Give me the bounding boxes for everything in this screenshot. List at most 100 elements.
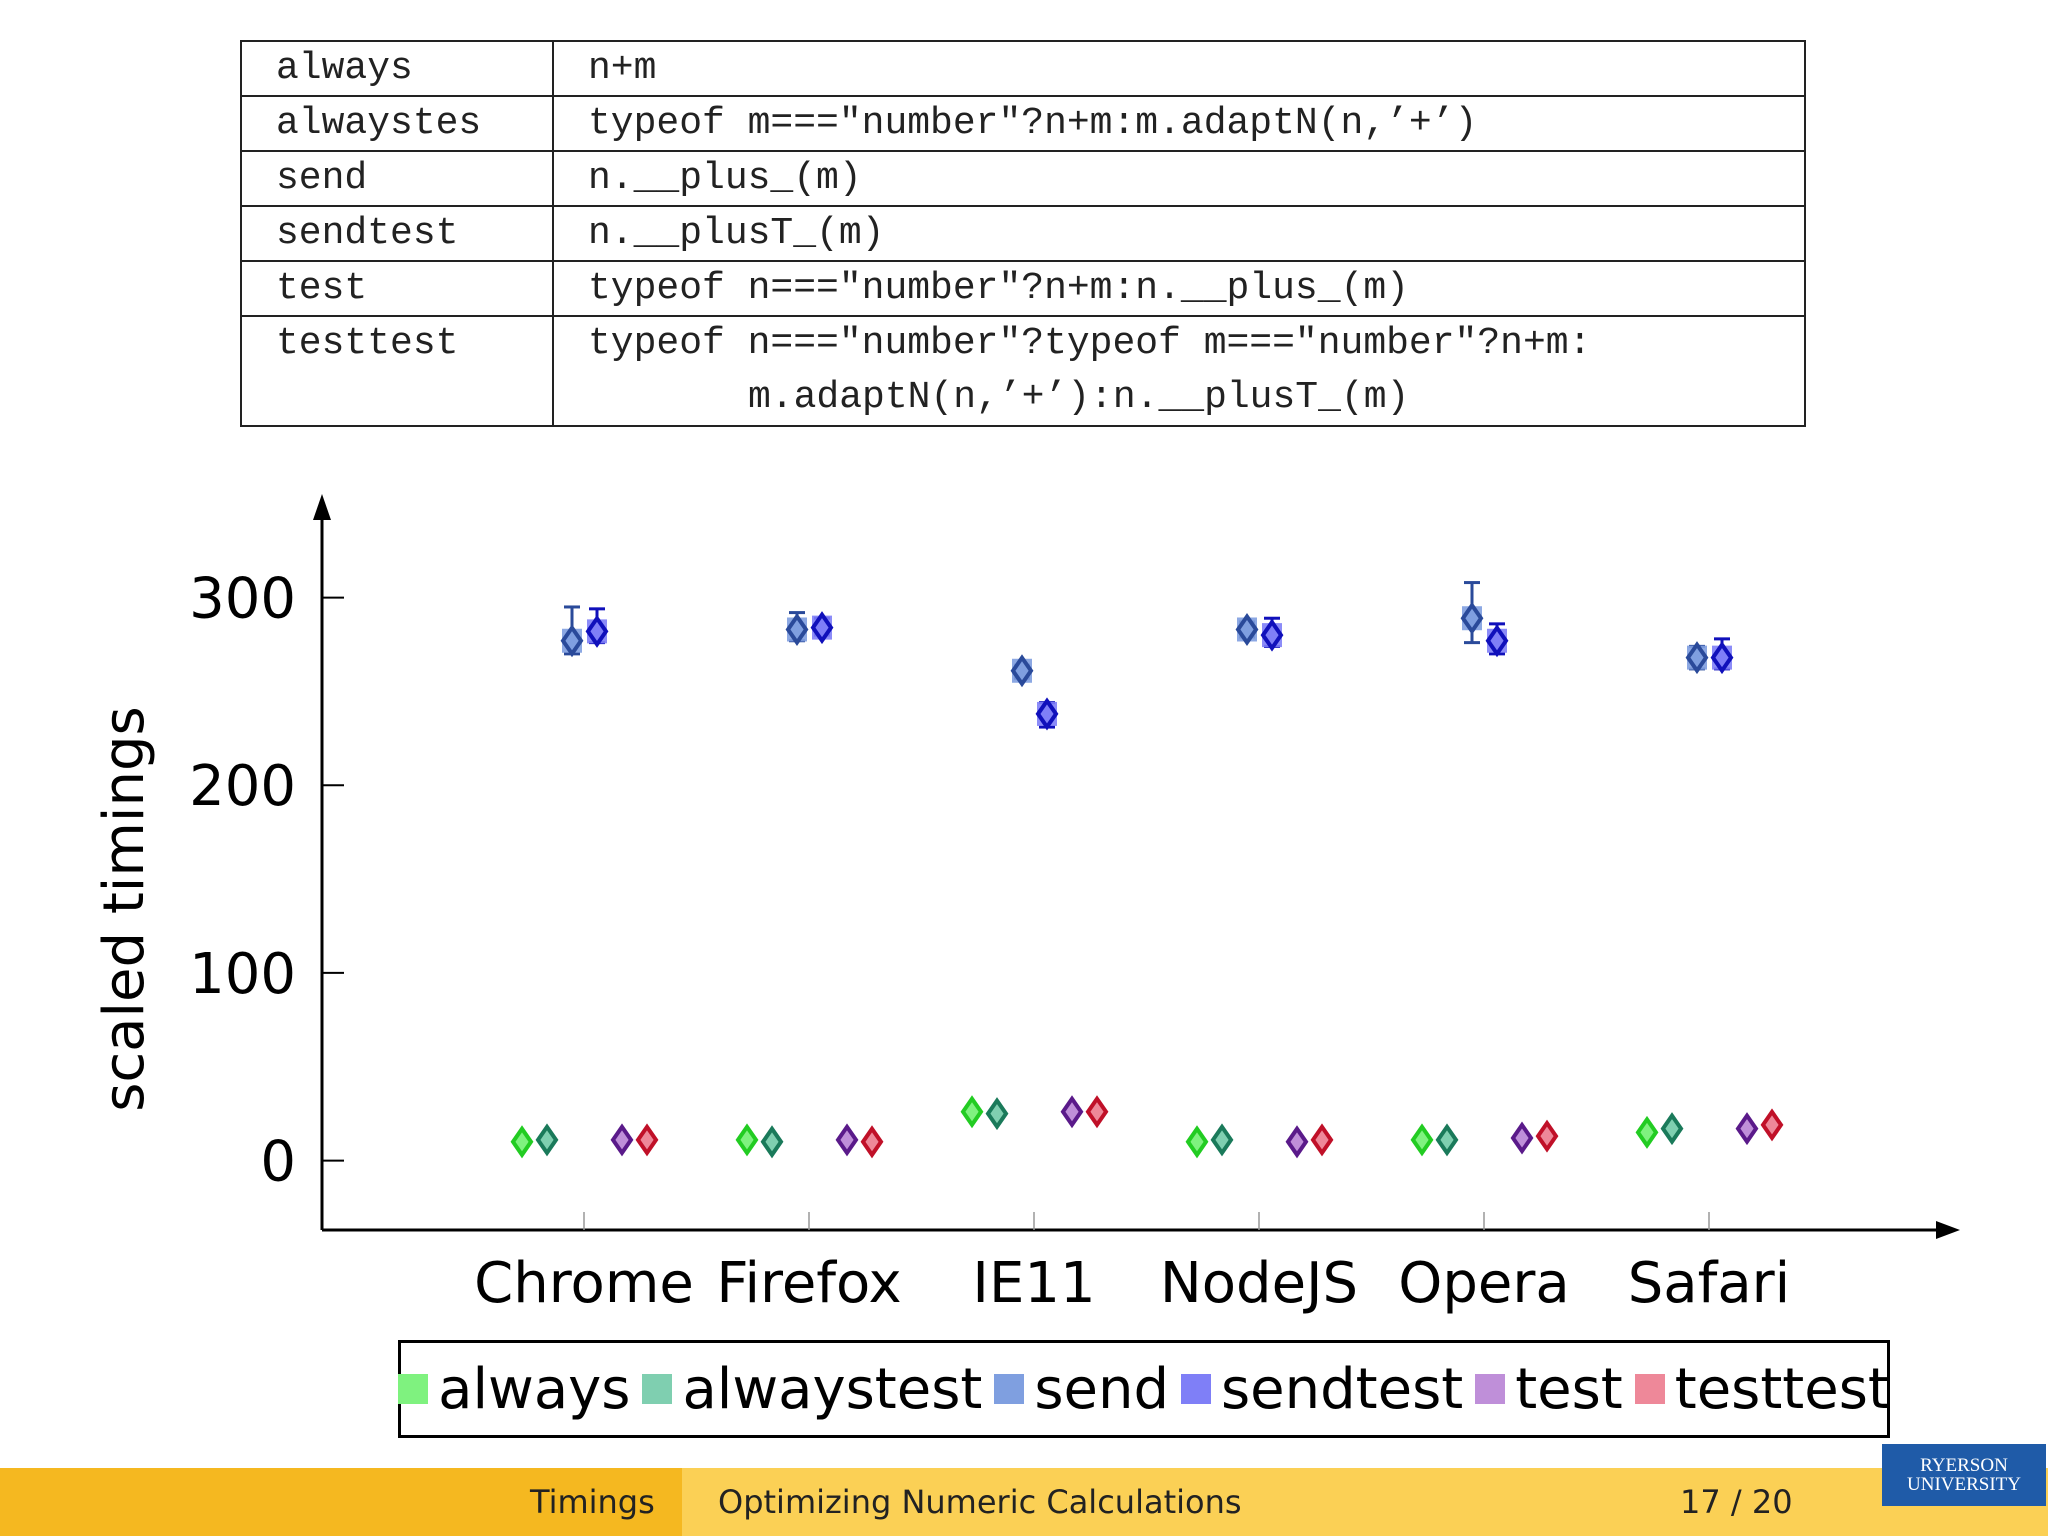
data-point xyxy=(1460,601,1484,635)
data-point xyxy=(1035,697,1059,731)
code-table-row: sendtest n.__plusT_(m) xyxy=(240,205,1806,262)
code-line: typeof m==="number"?n+m:m.adaptN(n,’+’) xyxy=(588,102,1478,145)
x-tick-label: NodeJS xyxy=(1160,1251,1358,1316)
legend-label: test xyxy=(1515,1356,1623,1422)
data-point xyxy=(1435,1123,1459,1157)
data-point xyxy=(760,1125,784,1159)
data-point xyxy=(985,1097,1009,1131)
data-point xyxy=(1210,1123,1234,1157)
x-tick-label: IE11 xyxy=(972,1251,1095,1316)
data-point xyxy=(810,611,834,645)
code-table-row: send n.__plus_(m) xyxy=(240,150,1806,207)
data-point xyxy=(1310,1123,1334,1157)
legend-swatch xyxy=(1634,1374,1665,1404)
data-point xyxy=(1010,654,1034,688)
code-expression: n.__plus_(m) xyxy=(552,150,1806,207)
y-tick-label: 100 xyxy=(189,942,296,1007)
legend: always alwaystest send sendtest test testtest xyxy=(398,1340,1890,1438)
data-point xyxy=(1635,1115,1659,1149)
code-table: always n+m alwaystes typeof m==="number"?n+… xyxy=(240,40,1806,427)
data-point xyxy=(1510,1121,1534,1155)
x-tick-label: Safari xyxy=(1628,1251,1790,1316)
footer-title-bar: Optimizing Numeric Calculations 17 / 20 xyxy=(682,1468,2048,1536)
scatter-chart: 0 100 200 300 scaled timings Chrome Firefox IE1… xyxy=(92,494,1960,1316)
code-variant-name: test xyxy=(240,260,554,317)
data-point xyxy=(1410,1123,1434,1157)
university-logo: RYERSON UNIVERSITY xyxy=(1882,1444,2046,1506)
legend-item: send xyxy=(994,1357,1169,1422)
data-point xyxy=(860,1125,884,1159)
legend-label: sendtest xyxy=(1221,1356,1464,1422)
code-line: n.__plusT_(m) xyxy=(588,212,885,255)
code-table-row: testtest typeof n==="number"?typeof m==="… xyxy=(240,315,1806,427)
logo-line1: RYERSON xyxy=(1920,1455,2008,1476)
code-line: n.__plus_(m) xyxy=(588,157,862,200)
y-axis-arrow xyxy=(313,494,331,520)
legend-swatch xyxy=(642,1374,673,1404)
data-point xyxy=(1685,641,1709,675)
data-point xyxy=(585,614,609,648)
legend-item: testtest xyxy=(1634,1356,1890,1422)
footer-title: Optimizing Numeric Calculations xyxy=(718,1483,1242,1521)
data-point xyxy=(1485,624,1509,658)
data-point xyxy=(1535,1119,1559,1153)
legend-item: test xyxy=(1475,1357,1623,1422)
data-point xyxy=(960,1095,984,1129)
code-expression: typeof n==="number"?n+m:n.__plus_(m) xyxy=(552,260,1806,317)
legend-swatch xyxy=(1181,1374,1211,1404)
code-line: m.adaptN(n,’+’):n.__plusT_(m) xyxy=(748,376,1410,419)
code-expression: typeof m==="number"?n+m:m.adaptN(n,’+’) xyxy=(552,95,1806,152)
logo-line2: UNIVERSITY xyxy=(1907,1474,2021,1495)
legend-label: always xyxy=(438,1356,631,1422)
data-point xyxy=(1710,641,1734,675)
data-point xyxy=(1760,1108,1784,1142)
legend-label: send xyxy=(1034,1356,1169,1422)
code-variant-name: alwaystes xyxy=(240,95,554,152)
code-line: n+m xyxy=(588,47,657,90)
page-number: 17 / 20 xyxy=(1680,1483,1793,1521)
data-point xyxy=(1735,1112,1759,1146)
data-point xyxy=(1060,1095,1084,1129)
legend-swatch xyxy=(398,1374,429,1404)
code-expression: n+m xyxy=(552,40,1806,97)
data-point xyxy=(1235,612,1259,646)
legend-item: sendtest xyxy=(1181,1357,1463,1422)
data-point xyxy=(635,1123,659,1157)
footer-section: Timings xyxy=(530,1483,655,1521)
code-expression: n.__plusT_(m) xyxy=(552,205,1806,262)
footer: Timings Optimizing Numeric Calculations … xyxy=(0,1468,2048,1536)
code-variant-name: testtest xyxy=(240,315,554,427)
data-point xyxy=(835,1123,859,1157)
data-point xyxy=(1260,618,1284,652)
legend-swatch xyxy=(994,1374,1025,1404)
data-point xyxy=(785,612,809,646)
code-expression: typeof n==="number"?typeof m==="number"?… xyxy=(552,315,1806,427)
data-point xyxy=(1185,1125,1209,1159)
code-table-row: always n+m xyxy=(240,40,1806,97)
legend-label: alwaystest xyxy=(682,1356,983,1422)
y-tick-label: 0 xyxy=(260,1130,296,1195)
code-line: typeof n==="number"?typeof m==="number"?… xyxy=(588,322,1592,365)
code-variant-name: always xyxy=(240,40,554,97)
y-axis-label: scaled timings xyxy=(92,706,157,1111)
legend-label: testtest xyxy=(1674,1356,1890,1422)
data-point xyxy=(735,1123,759,1157)
x-axis-arrow xyxy=(1936,1221,1960,1239)
data-point xyxy=(1085,1095,1109,1129)
x-tick-label: Chrome xyxy=(474,1251,694,1316)
data-point xyxy=(535,1123,559,1157)
code-table-row: alwaystes typeof m==="number"?n+m:m.adapt… xyxy=(240,95,1806,152)
legend-swatch xyxy=(1475,1374,1506,1404)
footer-section-bar: Timings xyxy=(0,1468,682,1536)
code-line: typeof n==="number"?n+m:n.__plus_(m) xyxy=(588,267,1409,310)
y-tick-label: 200 xyxy=(189,754,296,819)
data-point xyxy=(1660,1112,1684,1146)
legend-item: alwaystest xyxy=(642,1357,982,1422)
data-point xyxy=(510,1125,534,1159)
legend-item: always xyxy=(398,1357,630,1422)
data-point xyxy=(560,624,584,658)
y-tick-label: 300 xyxy=(189,567,296,632)
data-point xyxy=(1285,1125,1309,1159)
x-tick-label: Firefox xyxy=(716,1251,901,1316)
code-table-row: test typeof n==="number"?n+m:n.__plus_(m) xyxy=(240,260,1806,317)
